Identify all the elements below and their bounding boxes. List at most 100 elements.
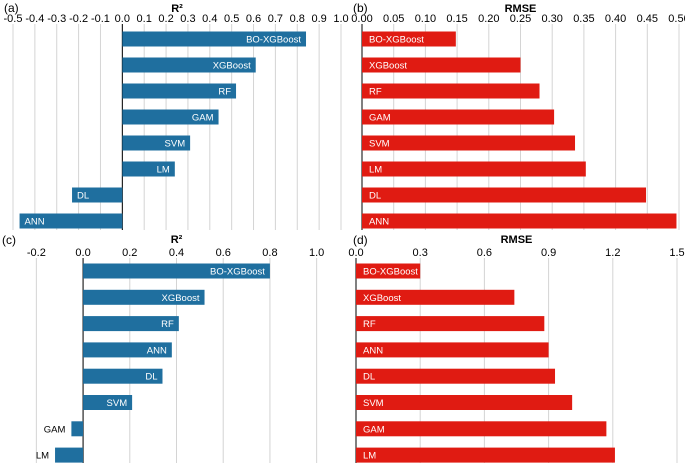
- bar-rf: [356, 316, 545, 332]
- tick-label: 0.40: [605, 13, 626, 25]
- bar-label: LM: [36, 451, 49, 462]
- chart-panel-b: (b) RMSE 0.00 0.05 0.10 0.15 0.20 0.25 0.30 0.35 0…: [351, 1, 685, 230]
- tick-label: 0.00: [351, 13, 372, 25]
- panel-label: (a): [4, 1, 19, 15]
- chart-title: RMSE: [505, 3, 537, 15]
- bar-label: LM: [157, 165, 170, 176]
- tick-label: 0.6: [246, 13, 261, 25]
- bar-label: DL: [369, 191, 381, 202]
- bar-bo-xgboost: [356, 263, 421, 279]
- bar-dl: [362, 187, 647, 203]
- tick-label: 0.35: [573, 13, 594, 25]
- tick-label: 0.2: [158, 13, 173, 25]
- tick-label: 0.10: [415, 13, 436, 25]
- tick-label: -0.2: [27, 247, 46, 259]
- bar-dl: [72, 187, 123, 203]
- chart-panel-c: (c) R² -0.2 0.0 0.2 0.4 0.6 0.8 1.0 BO-XGBoost XGB…: [2, 233, 324, 463]
- bar-gam: [356, 421, 607, 437]
- bar-svm: [356, 395, 573, 410]
- bar-svm: [362, 135, 576, 151]
- tick-label: 0.30: [541, 13, 562, 25]
- panel-label: (b): [353, 1, 368, 15]
- tick-label: 0.25: [510, 13, 531, 25]
- bar-label: DL: [145, 372, 157, 383]
- tick-label: 0.6: [216, 247, 231, 259]
- tick-label: 1.2: [605, 247, 620, 259]
- bar-label: SVM: [165, 139, 186, 150]
- tick-label: 0.20: [478, 13, 499, 25]
- bar-gam: [122, 109, 219, 125]
- bar-gam: [362, 109, 555, 125]
- bar-lm: [55, 447, 84, 463]
- bar-label: XGBoost: [369, 61, 407, 72]
- tick-label: 1.0: [309, 247, 324, 259]
- bar-label: ANN: [25, 217, 45, 228]
- tick-label: 1.0: [333, 13, 348, 25]
- tick-label: 0.05: [383, 13, 404, 25]
- tick-label: 0.5: [224, 13, 239, 25]
- tick-label: -0.4: [25, 13, 44, 25]
- bar-bo-xgboost: [83, 263, 270, 279]
- bar-label: SVM: [107, 398, 128, 409]
- bar-xgboost: [83, 289, 205, 305]
- tick-label: 0.8: [290, 13, 305, 25]
- bar-ann: [19, 213, 123, 229]
- tick-label: 0.0: [115, 13, 130, 25]
- tick-label: -0.2: [69, 13, 88, 25]
- tick-label: 0.0: [75, 247, 90, 259]
- tick-label: 0.3: [413, 247, 428, 259]
- bar-ann: [356, 342, 549, 358]
- bar-ann: [362, 213, 677, 229]
- bar-gam: [71, 421, 84, 437]
- bar-xgboost: [362, 57, 521, 73]
- bar-svm: [83, 395, 133, 410]
- bar-label: LM: [369, 165, 382, 176]
- tick-label: 0.9: [311, 13, 326, 25]
- tick-label: 0.1: [137, 13, 152, 25]
- bar-dl: [356, 368, 556, 384]
- bar-svm: [122, 135, 191, 151]
- bar-label: RF: [161, 319, 174, 330]
- bar-label: LM: [363, 451, 376, 462]
- bar-label: DL: [77, 191, 89, 202]
- tick-label: 0.15: [446, 13, 467, 25]
- bar-bo-xgboost: [362, 31, 456, 47]
- bar-label: BO-XGBoost: [369, 35, 424, 46]
- bar-lm: [362, 161, 586, 177]
- bar-label: SVM: [369, 139, 390, 150]
- bar-label: RF: [369, 87, 382, 98]
- chart-panel-d: (d) RMSE 0.0 0.3 0.6 0.9 1.2 1.5 BO-XGBoost XGBoo…: [348, 233, 685, 463]
- tick-label: 0.7: [268, 13, 283, 25]
- tick-label: 0.45: [637, 13, 658, 25]
- bar-label: GAM: [369, 113, 391, 124]
- bar-label: DL: [363, 372, 375, 383]
- bar-label: ANN: [363, 345, 383, 356]
- chart-title: R²: [171, 234, 183, 246]
- tick-label: -0.5: [4, 13, 23, 25]
- tick-label: 0.4: [202, 13, 217, 25]
- panel-label: (d): [353, 233, 368, 247]
- panel-label: (c): [2, 233, 16, 247]
- bar-label: XGBoost: [213, 61, 251, 72]
- tick-label: 0.6: [477, 247, 492, 259]
- bar-label: BO-XGBoost: [363, 267, 418, 278]
- tick-label: 0.2: [122, 247, 137, 259]
- bar-label: RF: [218, 87, 231, 98]
- bar-label: ANN: [369, 217, 389, 228]
- bar-rf: [362, 83, 540, 99]
- chart-title: RMSE: [501, 234, 533, 246]
- tick-label: 0.4: [169, 247, 184, 259]
- chart-title: R²: [171, 3, 183, 15]
- tick-label: 0.50: [668, 13, 685, 25]
- bar-label: RF: [363, 319, 376, 330]
- bar-lm: [122, 161, 175, 177]
- bar-label: XGBoost: [363, 293, 401, 304]
- bar-label: GAM: [192, 113, 214, 124]
- bar-rf: [122, 83, 237, 99]
- tick-label: 0.9: [541, 247, 556, 259]
- bar-label: GAM: [44, 424, 66, 435]
- tick-label: 1.5: [669, 247, 684, 259]
- bar-label: XGBoost: [161, 293, 199, 304]
- bar-label: ANN: [147, 345, 167, 356]
